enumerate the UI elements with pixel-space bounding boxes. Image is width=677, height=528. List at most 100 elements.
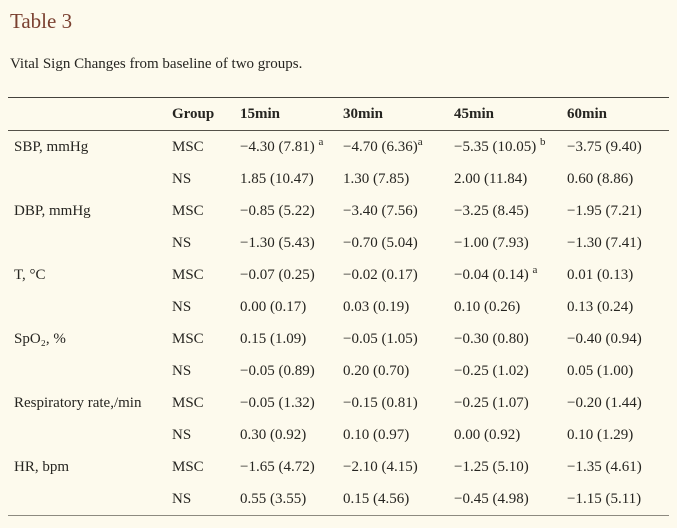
value-text: 0.13 (0.24) — [567, 299, 634, 315]
group-cell: MSC — [172, 267, 204, 283]
table-row: SpO₂, % MSC 0.15 (1.09) −0.05 (1.05) −0.30 (… — [8, 323, 669, 355]
value-text: 1.85 (10.47) — [240, 171, 314, 187]
value-cell: −0.40 (0.94) — [567, 323, 669, 355]
value-text: −1.95 (7.21) — [567, 203, 642, 219]
value-text: −1.30 (5.43) — [240, 235, 315, 251]
table-row: NS −0.05 (0.89) 0.20 (0.70) −0.25 (1.02) 0.0… — [8, 355, 669, 387]
header-45min: 45min — [454, 97, 567, 131]
row-label: HR, bpm — [14, 459, 70, 475]
value-cell: −4.70 (6.36)a — [343, 131, 454, 164]
value-cell: 0.00 (0.17) — [240, 291, 343, 323]
table-caption: Vital Sign Changes from baseline of two … — [10, 56, 303, 72]
table-row: DBP, mmHg MSC −0.85 (5.22) −3.40 (7.56) −3.2… — [8, 195, 669, 227]
value-cell: −0.04 (0.14) a — [454, 259, 567, 291]
row-label: Respiratory rate,/min — [14, 395, 142, 411]
value-cell: −1.35 (4.61) — [567, 451, 669, 483]
value-cell: −5.35 (10.05) b — [454, 131, 567, 164]
value-cell: −0.05 (1.05) — [343, 323, 454, 355]
value-text: 0.03 (0.19) — [343, 299, 410, 315]
table-row: Respiratory rate,/min MSC −0.05 (1.32) −0.1… — [8, 387, 669, 419]
row-label — [8, 163, 172, 195]
value-text: 0.30 (0.92) — [240, 427, 307, 443]
group-cell: NS — [172, 171, 192, 187]
value-text: −5.35 (10.05) — [454, 139, 540, 155]
value-cell: −0.30 (0.80) — [454, 323, 567, 355]
value-text: −4.30 (7.81) — [240, 139, 319, 155]
value-text: 0.10 (0.97) — [343, 427, 410, 443]
value-text: 2.00 (11.84) — [454, 171, 528, 187]
row-label: SBP, mmHg — [14, 139, 89, 155]
value-cell: −0.15 (0.81) — [343, 387, 454, 419]
header-60min: 60min — [567, 97, 669, 131]
value-text: −0.05 (1.32) — [240, 395, 315, 411]
value-cell: 0.05 (1.00) — [567, 355, 669, 387]
value-text: −0.20 (1.44) — [567, 395, 642, 411]
group-cell: NS — [172, 427, 192, 443]
significance-superscript: a — [532, 264, 538, 276]
row-label: SpO₂, % — [14, 331, 66, 347]
value-cell: 0.20 (0.70) — [343, 355, 454, 387]
value-cell: 0.15 (1.09) — [240, 323, 343, 355]
value-text: −0.25 (1.02) — [454, 363, 529, 379]
value-text: −0.02 (0.17) — [343, 267, 418, 283]
row-label — [8, 419, 172, 451]
value-text: −1.15 (5.11) — [567, 491, 642, 507]
value-cell: −1.15 (5.11) — [567, 483, 669, 516]
table-title: Table 3 — [10, 9, 73, 33]
value-cell: 2.00 (11.84) — [454, 163, 567, 195]
group-cell: MSC — [172, 459, 204, 475]
value-cell: 0.01 (0.13) — [567, 259, 669, 291]
value-cell: 0.13 (0.24) — [567, 291, 669, 323]
table-row: SBP, mmHg MSC −4.30 (7.81) a −4.70 (6.36)a −… — [8, 131, 669, 164]
value-text: −2.10 (4.15) — [343, 459, 418, 475]
value-cell: −3.75 (9.40) — [567, 131, 669, 164]
value-text: −0.25 (1.07) — [454, 395, 529, 411]
value-text: −0.07 (0.25) — [240, 267, 315, 283]
value-cell: −1.00 (7.93) — [454, 227, 567, 259]
table-row: NS 0.30 (0.92) 0.10 (0.97) 0.00 (0.92) 0.10 … — [8, 419, 669, 451]
value-text: 0.60 (8.86) — [567, 171, 634, 187]
value-text: 0.05 (1.00) — [567, 363, 634, 379]
value-cell: −0.45 (4.98) — [454, 483, 567, 516]
value-text: −3.25 (8.45) — [454, 203, 529, 219]
value-cell: −2.10 (4.15) — [343, 451, 454, 483]
row-label — [8, 227, 172, 259]
value-cell: −0.05 (1.32) — [240, 387, 343, 419]
value-text: −0.04 (0.14) — [454, 267, 533, 283]
value-text: −1.30 (7.41) — [567, 235, 642, 251]
group-cell: MSC — [172, 203, 204, 219]
value-cell: −3.40 (7.56) — [343, 195, 454, 227]
value-cell: −0.02 (0.17) — [343, 259, 454, 291]
value-text: −0.70 (5.04) — [343, 235, 418, 251]
value-text: 0.00 (0.92) — [454, 427, 521, 443]
value-text: 1.30 (7.85) — [343, 171, 410, 187]
group-cell: NS — [172, 363, 192, 379]
value-text: −0.05 (0.89) — [240, 363, 315, 379]
table-row: HR, bpm MSC −1.65 (4.72) −2.10 (4.15) −1.25 … — [8, 451, 669, 483]
value-cell: −1.65 (4.72) — [240, 451, 343, 483]
value-text: −0.30 (0.80) — [454, 331, 529, 347]
value-text: −0.45 (4.98) — [454, 491, 529, 507]
significance-superscript: b — [539, 136, 546, 148]
value-text: −1.00 (7.93) — [454, 235, 529, 251]
value-text: 0.10 (1.29) — [567, 427, 634, 443]
value-cell: 0.15 (4.56) — [343, 483, 454, 516]
row-label: T, °C — [14, 267, 46, 283]
value-cell: −0.07 (0.25) — [240, 259, 343, 291]
group-cell: MSC — [172, 331, 204, 347]
value-cell: 1.30 (7.85) — [343, 163, 454, 195]
value-cell: 0.60 (8.86) — [567, 163, 669, 195]
header-15min: 15min — [240, 97, 343, 131]
header-row: Group 15min 30min 45min 60min — [8, 97, 669, 131]
value-text: −4.70 (6.36) — [343, 139, 418, 155]
value-text: −1.65 (4.72) — [240, 459, 315, 475]
value-text: −0.15 (0.81) — [343, 395, 418, 411]
value-cell: −0.85 (5.22) — [240, 195, 343, 227]
value-cell: 0.30 (0.92) — [240, 419, 343, 451]
header-parameter — [8, 97, 172, 131]
group-cell: NS — [172, 299, 192, 315]
group-cell: MSC — [172, 395, 204, 411]
value-cell: −1.30 (5.43) — [240, 227, 343, 259]
value-text: −1.25 (5.10) — [454, 459, 529, 475]
value-cell: −0.25 (1.07) — [454, 387, 567, 419]
